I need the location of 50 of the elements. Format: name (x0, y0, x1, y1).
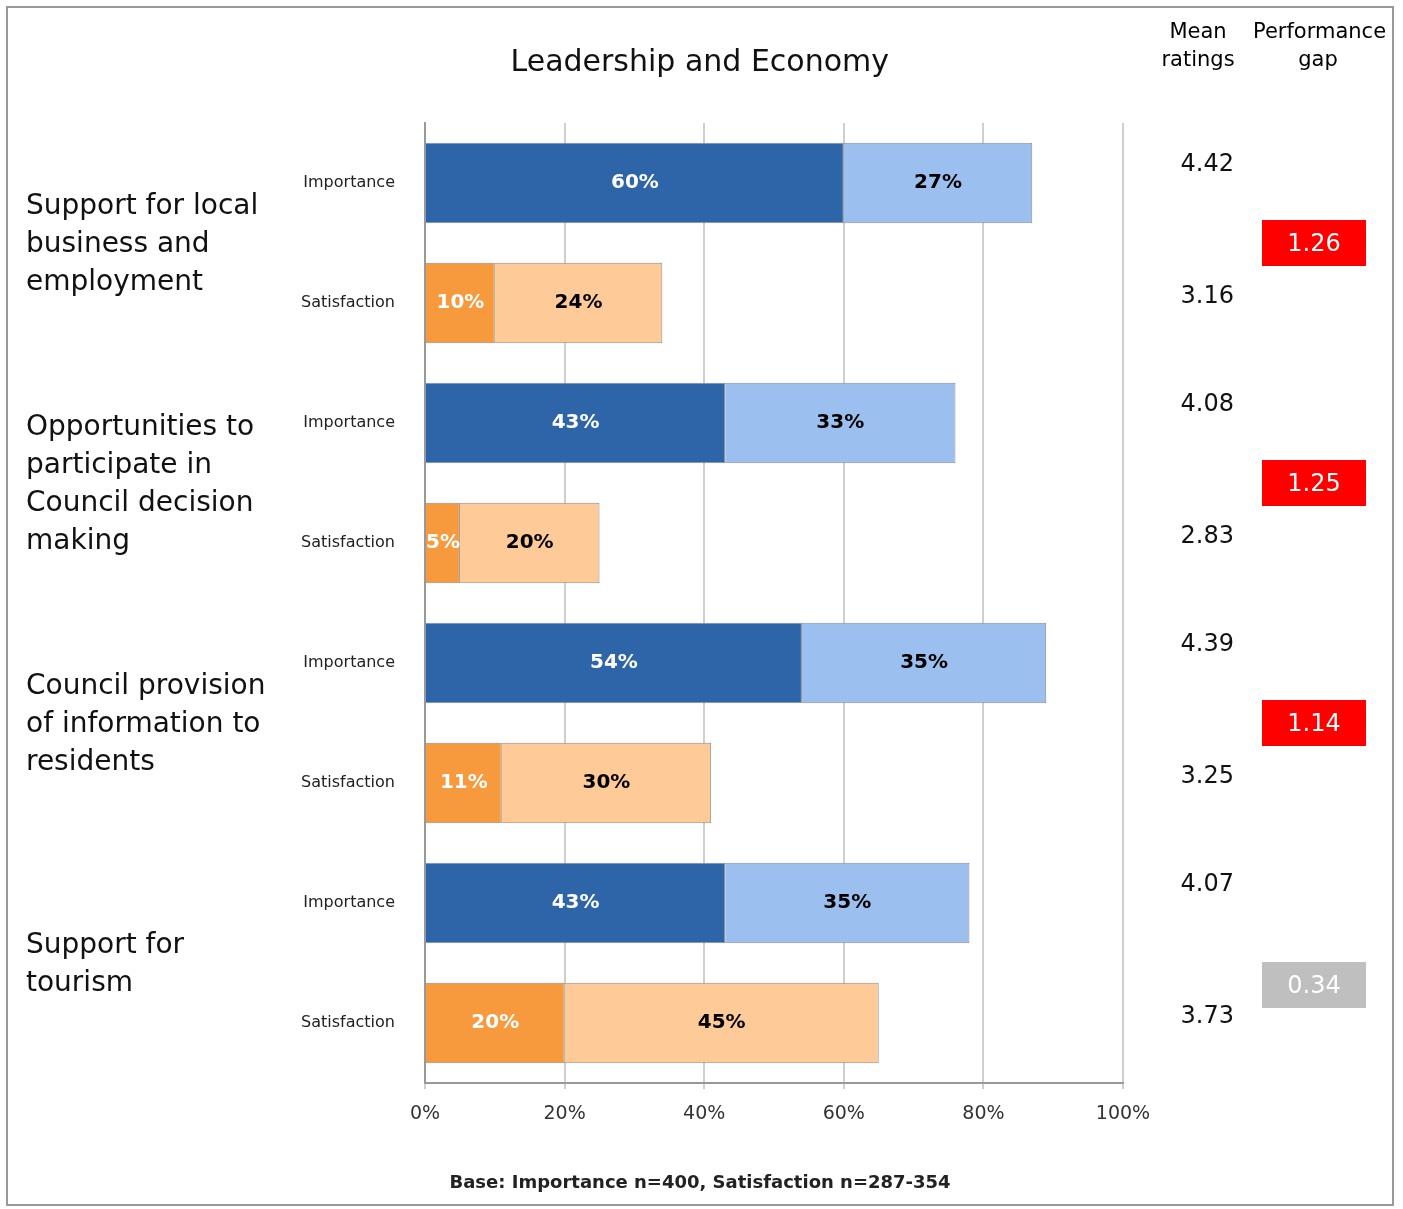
x-tick-label: 100% (1095, 1101, 1151, 1124)
data-label: 30% (582, 769, 631, 794)
data-label: 10% (436, 289, 485, 314)
chart-title: Leadership and Economy (510, 42, 890, 78)
text: Support for local business and employment (26, 187, 260, 299)
data-label: 60% (610, 169, 659, 194)
text: Performance gap (1253, 18, 1387, 73)
data-label: 33% (816, 409, 865, 434)
x-tick-label: 80% (962, 1101, 1005, 1124)
data-label: 35% (900, 649, 949, 674)
y-tick-label: Importance (303, 892, 395, 912)
text: Support for tourism (26, 926, 186, 1000)
text: 1.25 (1262, 460, 1366, 506)
data-label: 43% (551, 889, 600, 914)
y-tick-label: Satisfaction (301, 532, 395, 552)
y-tick-label: Satisfaction (301, 772, 395, 792)
text: 3.25 (1180, 761, 1234, 789)
text: Base: Importance n=400, Satisfaction n=287-354 (449, 1170, 951, 1192)
x-tick-label: 40% (683, 1101, 726, 1124)
text: 4.07 (1180, 869, 1234, 897)
text: 4.08 (1180, 389, 1234, 417)
text: 1.26 (1262, 220, 1366, 266)
text: Council provision of information to residents (26, 667, 267, 779)
data-label: 5% (425, 529, 460, 554)
data-label: 45% (697, 1009, 746, 1034)
data-label: 35% (823, 889, 872, 914)
x-tick-label: 20% (543, 1101, 586, 1124)
data-label: 20% (471, 1009, 520, 1034)
text: 3.16 (1180, 281, 1234, 309)
data-label: 54% (590, 649, 638, 674)
x-tick-label: 60% (822, 1101, 865, 1124)
data-label: 27% (914, 169, 962, 194)
data-label: 24% (554, 289, 603, 314)
y-tick-label: Satisfaction (301, 1012, 395, 1032)
text: 2.83 (1180, 521, 1234, 549)
text: 1.14 (1262, 700, 1366, 746)
data-label: 43% (551, 409, 600, 434)
text: Opportunities to participate in Council decision making (26, 408, 256, 558)
text: 3.73 (1180, 1001, 1234, 1029)
x-tick-label: 0% (409, 1101, 441, 1124)
data-label: 20% (505, 529, 554, 554)
y-tick-label: Importance (303, 412, 395, 432)
text: Mean ratings (1160, 18, 1236, 73)
y-tick-label: Importance (303, 652, 395, 672)
text: 0.34 (1262, 962, 1366, 1008)
text: 4.42 (1180, 149, 1234, 177)
text: 4.39 (1180, 629, 1234, 657)
y-tick-label: Importance (303, 172, 395, 192)
data-label: 11% (439, 769, 488, 794)
y-tick-label: Satisfaction (301, 292, 395, 312)
